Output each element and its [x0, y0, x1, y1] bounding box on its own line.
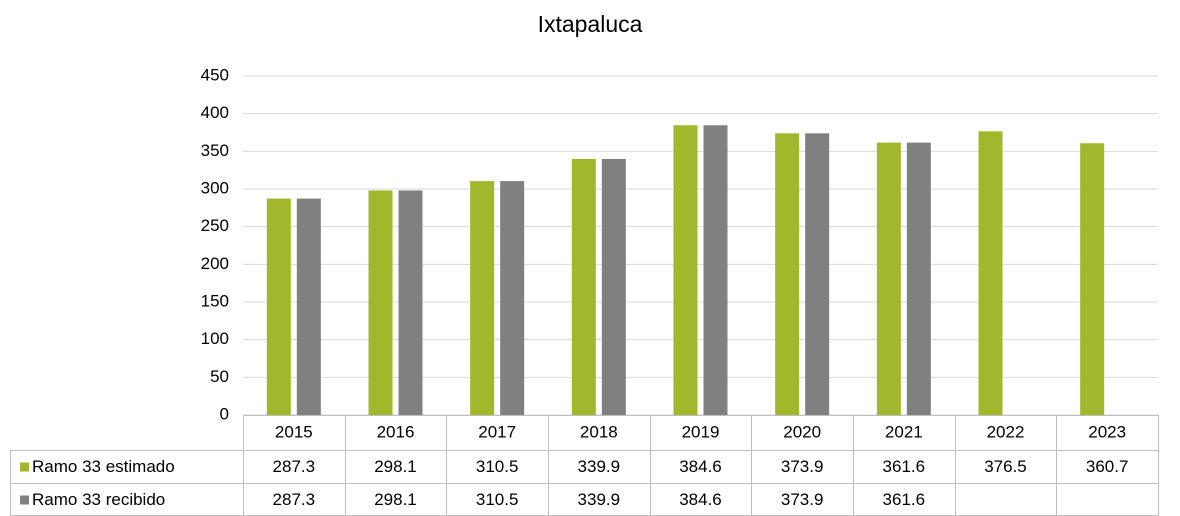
x-tick-label: 2023 [1088, 422, 1126, 441]
table-value: 373.9 [781, 457, 824, 476]
bar [1080, 143, 1105, 416]
x-tick-label: 2019 [682, 422, 720, 441]
x-tick-label: 2022 [987, 422, 1025, 441]
y-tick-label: 350 [201, 141, 229, 160]
bar [571, 158, 596, 415]
bar [703, 125, 728, 415]
y-tick-label: 200 [201, 254, 229, 273]
bar [266, 198, 291, 415]
bar [470, 181, 495, 415]
table-value: 376.5 [984, 457, 1027, 476]
chart-title: Ixtapaluca [538, 11, 643, 37]
legend-key [20, 462, 29, 472]
y-tick-label: 0 [220, 404, 229, 423]
x-tick-label: 2018 [580, 422, 618, 441]
y-tick-label: 450 [201, 65, 229, 84]
table-value: 310.5 [476, 490, 519, 509]
table-value: 287.3 [273, 490, 316, 509]
legend-key [20, 495, 29, 505]
bar [398, 190, 423, 415]
bar [906, 142, 931, 415]
table-value: 287.3 [273, 457, 316, 476]
y-tick-label: 300 [201, 178, 229, 197]
x-tick-label: 2021 [885, 422, 923, 441]
table-value: 339.9 [578, 457, 621, 476]
bar [978, 131, 1003, 415]
bar [500, 181, 525, 415]
bar [775, 133, 800, 415]
x-tick-label: 2020 [783, 422, 821, 441]
table-value: 384.6 [679, 457, 722, 476]
legend-label: Ramo 33 estimado [32, 457, 175, 476]
table-value: 360.7 [1086, 457, 1129, 476]
table-value: 373.9 [781, 490, 824, 509]
table-value: 310.5 [476, 457, 519, 476]
table-value: 361.6 [883, 490, 926, 509]
table-value: 361.6 [883, 457, 926, 476]
y-tick-label: 400 [201, 103, 229, 122]
y-tick-label: 100 [201, 329, 229, 348]
table-value: 298.1 [374, 490, 417, 509]
bar [368, 190, 393, 415]
bar [601, 158, 626, 415]
bar [805, 133, 830, 415]
bar [673, 125, 698, 415]
legend-label: Ramo 33 recibido [32, 490, 165, 509]
y-tick-label: 150 [201, 291, 229, 310]
bar [296, 198, 321, 415]
bar [876, 142, 901, 415]
y-tick-label: 250 [201, 216, 229, 235]
x-tick-label: 2015 [275, 422, 313, 441]
table-value: 339.9 [578, 490, 621, 509]
table-value: 298.1 [374, 457, 417, 476]
table-value: 384.6 [679, 490, 722, 509]
x-tick-label: 2016 [377, 422, 415, 441]
y-tick-label: 50 [210, 367, 229, 386]
x-tick-label: 2017 [478, 422, 516, 441]
